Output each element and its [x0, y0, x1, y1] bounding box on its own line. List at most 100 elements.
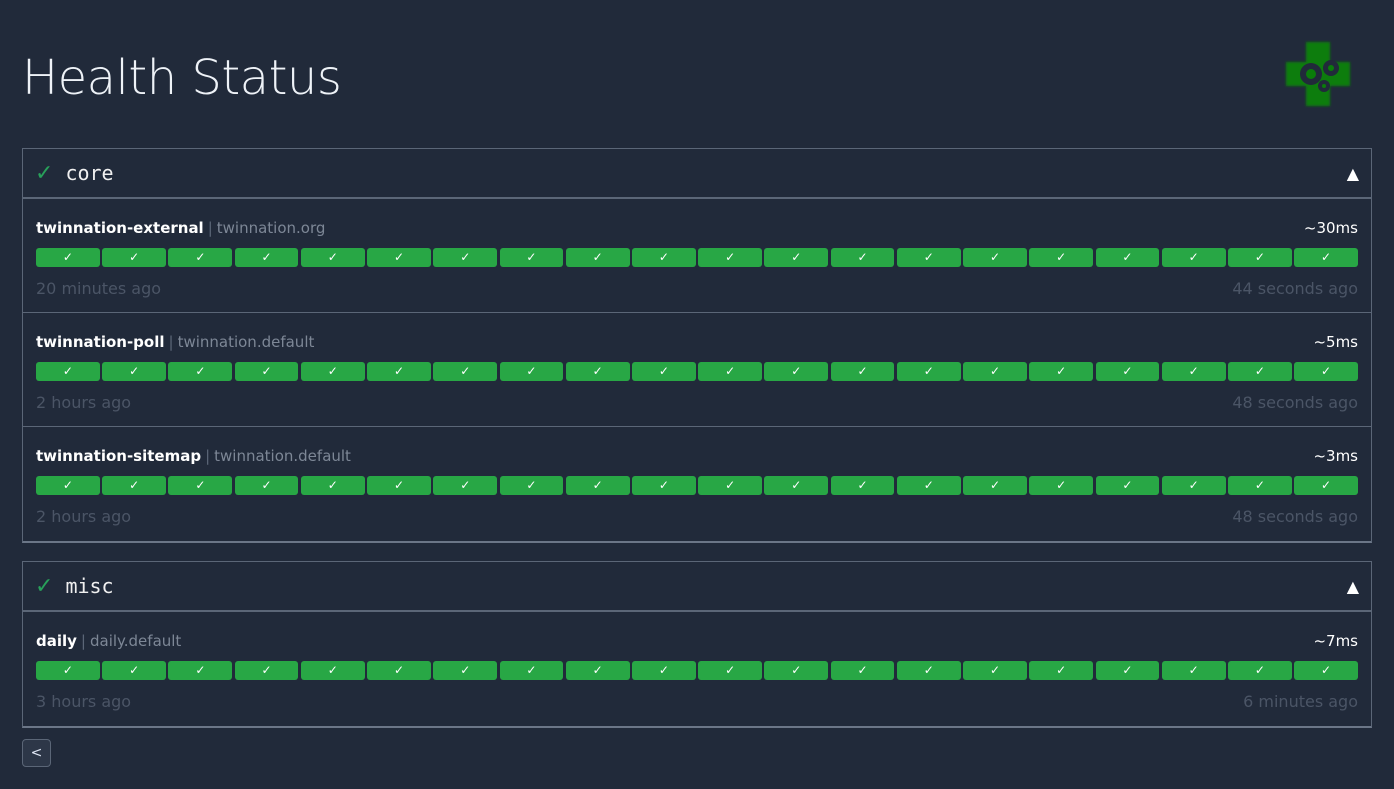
result-bar[interactable]: ✓	[830, 362, 895, 381]
result-bar[interactable]: ✓	[565, 248, 630, 267]
result-bar[interactable]: ✓	[433, 248, 498, 267]
result-bar[interactable]: ✓	[234, 476, 299, 495]
collapse-arrow-icon[interactable]: ▲	[1346, 163, 1359, 183]
result-bar[interactable]: ✓	[963, 362, 1027, 381]
result-bar[interactable]: ✓	[698, 661, 763, 680]
result-bar[interactable]: ✓	[1227, 248, 1292, 267]
result-bar[interactable]: ✓	[1029, 248, 1094, 267]
result-bar[interactable]: ✓	[1161, 362, 1226, 381]
endpoint-name[interactable]: daily	[36, 632, 77, 650]
result-bar[interactable]: ✓	[1294, 476, 1358, 495]
result-bar[interactable]: ✓	[234, 661, 299, 680]
result-bar[interactable]: ✓	[300, 661, 365, 680]
result-bar[interactable]: ✓	[168, 362, 233, 381]
result-bar[interactable]: ✓	[300, 476, 365, 495]
separator: |	[207, 219, 213, 237]
group-header[interactable]: ✓ core ▲	[23, 149, 1371, 199]
result-bar[interactable]: ✓	[764, 476, 829, 495]
group-card-misc: ✓ misc ▲ daily | daily.default ~7ms ✓ ✓ ✓ ✓ ✓ ✓…	[22, 561, 1372, 728]
result-bar[interactable]: ✓	[830, 476, 895, 495]
result-bar[interactable]: ✓	[565, 362, 630, 381]
result-bar[interactable]: ✓	[963, 661, 1027, 680]
result-bar[interactable]: ✓	[367, 362, 431, 381]
result-bar[interactable]: ✓	[168, 476, 233, 495]
result-bar[interactable]: ✓	[764, 661, 829, 680]
result-bar[interactable]: ✓	[499, 661, 564, 680]
result-bar[interactable]: ✓	[1294, 661, 1358, 680]
group-header[interactable]: ✓ misc ▲	[23, 562, 1371, 612]
result-bar[interactable]: ✓	[102, 661, 167, 680]
result-bar[interactable]: ✓	[764, 362, 829, 381]
result-bar[interactable]: ✓	[1029, 362, 1094, 381]
response-time: ~7ms	[1313, 632, 1358, 650]
result-bar[interactable]: ✓	[565, 476, 630, 495]
result-bar[interactable]: ✓	[896, 661, 961, 680]
result-bar[interactable]: ✓	[1095, 476, 1160, 495]
result-bar[interactable]: ✓	[698, 476, 763, 495]
result-bar[interactable]: ✓	[367, 661, 431, 680]
result-bars: ✓ ✓ ✓ ✓ ✓ ✓ ✓ ✓ ✓ ✓ ✓ ✓ ✓ ✓ ✓ ✓ ✓ ✓ ✓ ✓	[36, 661, 1358, 680]
result-bar[interactable]: ✓	[1095, 661, 1160, 680]
result-bar[interactable]: ✓	[698, 362, 763, 381]
result-bar[interactable]: ✓	[36, 248, 100, 267]
result-bar[interactable]: ✓	[1294, 248, 1358, 267]
response-time: ~30ms	[1303, 219, 1358, 237]
result-bar[interactable]: ✓	[168, 661, 233, 680]
result-bar[interactable]: ✓	[1029, 476, 1094, 495]
result-bar[interactable]: ✓	[300, 248, 365, 267]
result-bar[interactable]: ✓	[896, 248, 961, 267]
result-bar[interactable]: ✓	[300, 362, 365, 381]
result-bar[interactable]: ✓	[1095, 362, 1160, 381]
result-bar[interactable]: ✓	[764, 248, 829, 267]
result-bar[interactable]: ✓	[631, 248, 696, 267]
result-bar[interactable]: ✓	[1227, 476, 1292, 495]
result-bar[interactable]: ✓	[36, 661, 100, 680]
endpoint-group: twinnation.org	[216, 219, 326, 237]
result-bar[interactable]: ✓	[168, 248, 233, 267]
result-bar[interactable]: ✓	[499, 362, 564, 381]
result-bar[interactable]: ✓	[1161, 476, 1226, 495]
result-bar[interactable]: ✓	[367, 248, 431, 267]
previous-page-button[interactable]: <	[22, 739, 51, 767]
result-bar[interactable]: ✓	[830, 248, 895, 267]
oldest-result-time: 20 minutes ago	[36, 279, 162, 298]
result-bar[interactable]: ✓	[1227, 362, 1292, 381]
result-bar[interactable]: ✓	[565, 661, 630, 680]
result-bar[interactable]: ✓	[36, 362, 100, 381]
result-bar[interactable]: ✓	[963, 248, 1027, 267]
collapse-arrow-icon[interactable]: ▲	[1346, 576, 1359, 596]
result-bar[interactable]: ✓	[830, 661, 895, 680]
result-bar[interactable]: ✓	[896, 362, 961, 381]
result-bar[interactable]: ✓	[1161, 661, 1226, 680]
result-bar[interactable]: ✓	[499, 476, 564, 495]
result-bar[interactable]: ✓	[1227, 661, 1292, 680]
endpoint-name[interactable]: twinnation-sitemap	[36, 447, 202, 465]
result-bar[interactable]: ✓	[963, 476, 1027, 495]
result-bar[interactable]: ✓	[433, 661, 498, 680]
result-bar[interactable]: ✓	[631, 476, 696, 495]
result-bar[interactable]: ✓	[631, 362, 696, 381]
result-bar[interactable]: ✓	[102, 362, 167, 381]
result-bar[interactable]: ✓	[234, 248, 299, 267]
newest-result-time: 48 seconds ago	[1232, 507, 1358, 526]
result-bar[interactable]: ✓	[433, 476, 498, 495]
endpoint-name[interactable]: twinnation-poll	[36, 333, 165, 351]
endpoint-row: twinnation-external | twinnation.org ~30ms…	[23, 199, 1371, 313]
result-bar[interactable]: ✓	[631, 661, 696, 680]
result-bar[interactable]: ✓	[1095, 248, 1160, 267]
result-bar[interactable]: ✓	[36, 476, 100, 495]
result-bar[interactable]: ✓	[1294, 362, 1358, 381]
result-bar[interactable]: ✓	[1161, 248, 1226, 267]
check-icon: ✓	[35, 160, 54, 186]
result-bar[interactable]: ✓	[433, 362, 498, 381]
result-bar[interactable]: ✓	[102, 476, 167, 495]
result-bar[interactable]: ✓	[367, 476, 431, 495]
health-gears-logo	[1286, 42, 1350, 106]
result-bar[interactable]: ✓	[499, 248, 564, 267]
result-bar[interactable]: ✓	[896, 476, 961, 495]
result-bar[interactable]: ✓	[102, 248, 167, 267]
endpoint-name[interactable]: twinnation-external	[36, 219, 204, 237]
result-bar[interactable]: ✓	[234, 362, 299, 381]
result-bar[interactable]: ✓	[698, 248, 763, 267]
result-bar[interactable]: ✓	[1029, 661, 1094, 680]
